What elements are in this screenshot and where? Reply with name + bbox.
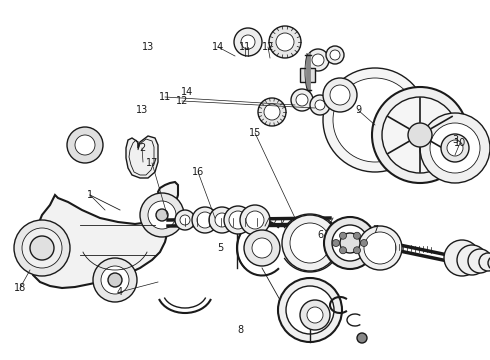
Circle shape [307, 49, 329, 71]
Circle shape [468, 249, 490, 273]
Circle shape [330, 85, 350, 105]
Circle shape [234, 28, 262, 56]
Circle shape [252, 238, 272, 258]
Circle shape [93, 258, 137, 302]
Circle shape [340, 247, 346, 254]
Circle shape [240, 205, 270, 235]
Circle shape [420, 113, 490, 183]
Circle shape [441, 134, 469, 162]
Circle shape [264, 104, 280, 120]
Circle shape [224, 206, 252, 234]
Circle shape [312, 54, 324, 66]
Text: 5: 5 [217, 243, 223, 253]
Polygon shape [32, 182, 178, 288]
Circle shape [332, 225, 368, 261]
Text: 10: 10 [454, 138, 466, 148]
Circle shape [148, 201, 176, 229]
Circle shape [340, 233, 360, 253]
Circle shape [340, 232, 346, 239]
Text: 6: 6 [317, 230, 323, 240]
Circle shape [197, 212, 213, 228]
Text: 11: 11 [239, 42, 251, 52]
Circle shape [269, 26, 301, 58]
Circle shape [326, 46, 344, 64]
Text: 12: 12 [262, 42, 274, 52]
Circle shape [108, 273, 122, 287]
Text: 11: 11 [159, 92, 171, 102]
Text: 3: 3 [452, 135, 458, 145]
Text: 2: 2 [139, 143, 145, 153]
Circle shape [447, 140, 463, 156]
Circle shape [286, 286, 334, 334]
Text: 13: 13 [142, 42, 154, 52]
Circle shape [479, 253, 490, 271]
Text: 14: 14 [212, 42, 224, 52]
Text: 14: 14 [181, 87, 193, 97]
Circle shape [75, 135, 95, 155]
Circle shape [192, 207, 218, 233]
Circle shape [382, 97, 458, 173]
Circle shape [330, 50, 340, 60]
Polygon shape [300, 68, 315, 82]
Circle shape [430, 123, 480, 173]
Circle shape [372, 87, 468, 183]
Circle shape [175, 210, 195, 230]
Circle shape [276, 33, 294, 51]
Text: 7: 7 [372, 225, 378, 235]
Text: 17: 17 [146, 158, 158, 168]
Circle shape [333, 239, 340, 247]
Circle shape [14, 220, 70, 276]
Circle shape [140, 193, 184, 237]
Circle shape [291, 89, 313, 111]
Circle shape [246, 211, 264, 229]
Circle shape [358, 226, 402, 270]
Circle shape [457, 245, 487, 275]
Polygon shape [126, 136, 158, 178]
Circle shape [323, 78, 357, 112]
Circle shape [209, 207, 235, 233]
Circle shape [156, 209, 168, 221]
Text: 15: 15 [249, 128, 261, 138]
Text: 1: 1 [87, 190, 93, 200]
Text: 8: 8 [237, 325, 243, 335]
Circle shape [101, 266, 129, 294]
Circle shape [229, 211, 247, 229]
Text: 13: 13 [136, 105, 148, 115]
Circle shape [357, 333, 367, 343]
Circle shape [364, 232, 396, 264]
Circle shape [30, 236, 54, 260]
Circle shape [361, 239, 368, 247]
Circle shape [333, 78, 417, 162]
Text: 4: 4 [117, 287, 123, 297]
Circle shape [258, 98, 286, 126]
Circle shape [488, 256, 490, 270]
Circle shape [310, 95, 330, 115]
Circle shape [241, 35, 255, 49]
Circle shape [300, 300, 330, 330]
Circle shape [307, 307, 323, 323]
Circle shape [315, 100, 325, 110]
Circle shape [353, 232, 361, 239]
Circle shape [22, 228, 62, 268]
Circle shape [180, 215, 190, 225]
Text: 16: 16 [192, 167, 204, 177]
Circle shape [408, 123, 432, 147]
Circle shape [215, 213, 229, 227]
Circle shape [324, 217, 376, 269]
Circle shape [290, 223, 330, 263]
Circle shape [444, 240, 480, 276]
Circle shape [296, 94, 308, 106]
Circle shape [67, 127, 103, 163]
Circle shape [244, 230, 280, 266]
Text: 18: 18 [14, 283, 26, 293]
Text: 9: 9 [355, 105, 361, 115]
Circle shape [323, 68, 427, 172]
Circle shape [282, 215, 338, 271]
Circle shape [278, 278, 342, 342]
Text: 12: 12 [176, 96, 188, 106]
Circle shape [353, 247, 361, 254]
